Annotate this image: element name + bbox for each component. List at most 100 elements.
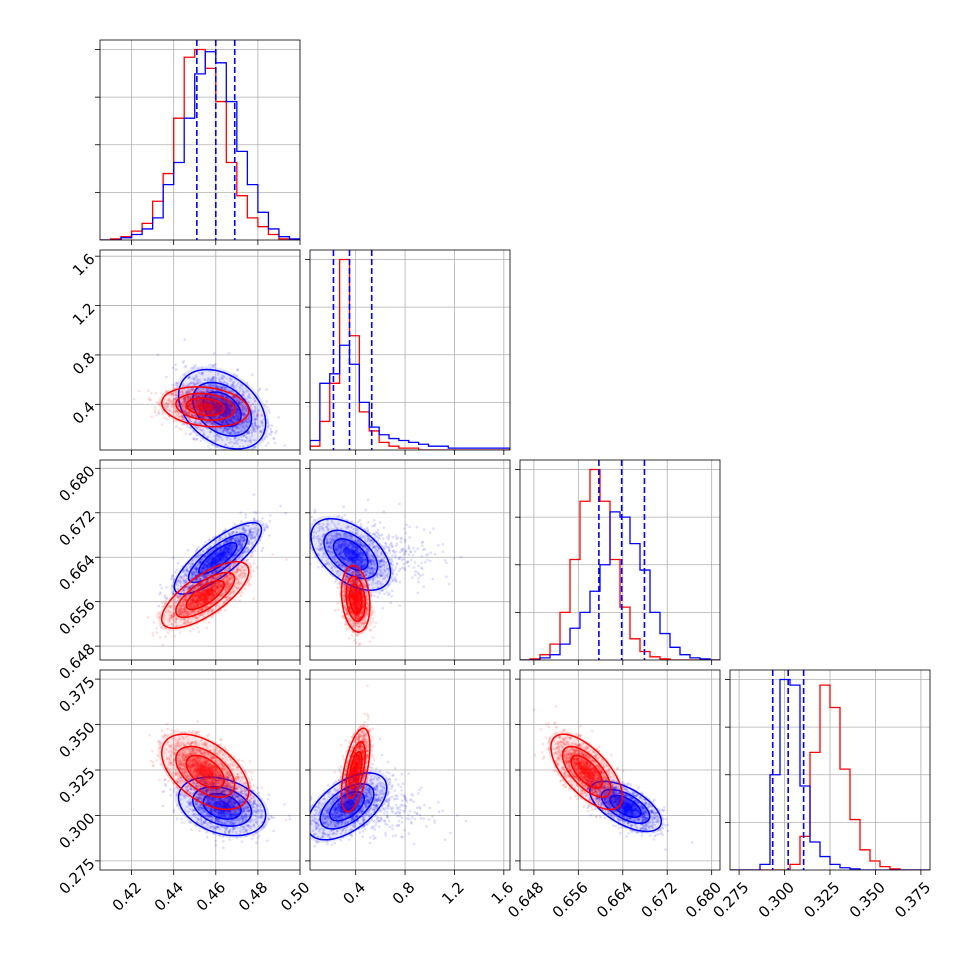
scatter-point: [200, 415, 203, 419]
x-tick-label: 0.350: [846, 878, 889, 921]
scatter-point: [255, 416, 258, 419]
scatter-point: [237, 587, 241, 590]
scatter-point: [151, 631, 155, 635]
scatter-point: [183, 621, 186, 625]
scatter-point: [254, 411, 257, 414]
scatter-point: [215, 385, 218, 388]
scatter-point: [239, 423, 243, 427]
scatter-point: [250, 434, 254, 438]
scatter-point: [170, 391, 174, 395]
scatter-point: [168, 617, 171, 620]
scatter-point: [225, 427, 229, 431]
scatter-point: [223, 418, 227, 422]
scatter-point: [225, 581, 228, 585]
scatter-point: [247, 419, 251, 422]
scatter-point: [223, 458, 226, 461]
scatter-point: [176, 404, 180, 407]
scatter-point: [200, 583, 203, 587]
scatter-point: [182, 360, 186, 363]
scatter-point: [209, 379, 212, 382]
scatter-point: [186, 412, 189, 416]
scatter-point: [194, 597, 197, 601]
scatter-point: [189, 426, 192, 430]
scatter-point: [220, 426, 223, 430]
scatter-point: [214, 444, 217, 448]
scatter-point: [175, 580, 179, 584]
scatter-point: [212, 400, 215, 404]
scatter-point: [207, 445, 210, 448]
scatter-point: [206, 400, 209, 404]
scatter-point: [232, 429, 236, 433]
scatter-point: [232, 373, 236, 376]
scatter-point: [229, 403, 232, 407]
scatter-point: [194, 404, 197, 408]
scatter-point: [204, 421, 208, 424]
scatter-point: [201, 394, 205, 397]
scatter-point: [260, 422, 264, 425]
scatter-point: [207, 410, 211, 414]
scatter-point: [197, 400, 200, 404]
scatter-point: [219, 385, 223, 389]
scatter-point: [210, 402, 214, 406]
scatter-point: [207, 410, 210, 413]
scatter-point: [231, 576, 234, 579]
scatter-point: [206, 574, 210, 578]
scatter-point: [233, 462, 236, 465]
scatter-point: [257, 408, 260, 412]
scatter-point: [181, 423, 184, 426]
scatter-point: [249, 404, 253, 407]
scatter-point: [169, 392, 173, 396]
scatter-point: [232, 381, 235, 385]
scatter-point: [234, 415, 237, 419]
scatter-point: [240, 573, 244, 576]
scatter-point: [201, 600, 205, 604]
scatter-point: [237, 412, 240, 415]
scatter-point: [210, 412, 213, 416]
scatter-point: [167, 393, 171, 397]
scatter-point: [183, 608, 186, 612]
scatter-point: [182, 409, 186, 413]
scatter-point: [222, 601, 225, 605]
scatter-point: [175, 409, 179, 412]
scatter-point: [236, 381, 240, 385]
scatter-point: [215, 428, 219, 432]
scatter-point: [188, 603, 192, 606]
scatter-point: [260, 414, 263, 417]
scatter-point: [197, 408, 200, 412]
scatter-point: [240, 427, 244, 431]
scatter-point: [208, 363, 211, 367]
scatter-point: [189, 382, 193, 385]
scatter-point: [229, 404, 233, 407]
scatter-point: [191, 414, 194, 417]
scatter-point: [241, 422, 244, 425]
scatter-point: [229, 419, 233, 423]
scatter-point: [179, 608, 183, 611]
scatter-point: [227, 403, 230, 407]
scatter-point: [184, 409, 187, 412]
scatter-point: [236, 414, 239, 418]
scatter-point: [192, 380, 195, 384]
scatter-point: [206, 411, 210, 414]
scatter-point: [229, 431, 232, 435]
scatter-point: [151, 634, 155, 637]
scatter-point: [190, 403, 193, 407]
scatter-point: [211, 409, 214, 412]
scatter-point: [207, 394, 211, 398]
scatter-point: [214, 587, 217, 591]
scatter-point: [188, 411, 192, 415]
scatter-point: [232, 590, 235, 594]
scatter-point: [198, 602, 202, 605]
scatter-point: [220, 421, 224, 424]
scatter-point: [211, 411, 215, 415]
scatter-point: [215, 586, 219, 590]
scatter-point: [214, 363, 217, 366]
scatter-point: [184, 411, 188, 414]
scatter-point: [272, 436, 276, 440]
scatter-point: [240, 408, 244, 411]
scatter-point: [205, 389, 208, 393]
scatter-point: [219, 398, 223, 401]
scatter-point: [189, 601, 192, 604]
scatter-point: [225, 428, 228, 432]
scatter-point: [201, 410, 205, 414]
scatter-point: [183, 614, 186, 617]
